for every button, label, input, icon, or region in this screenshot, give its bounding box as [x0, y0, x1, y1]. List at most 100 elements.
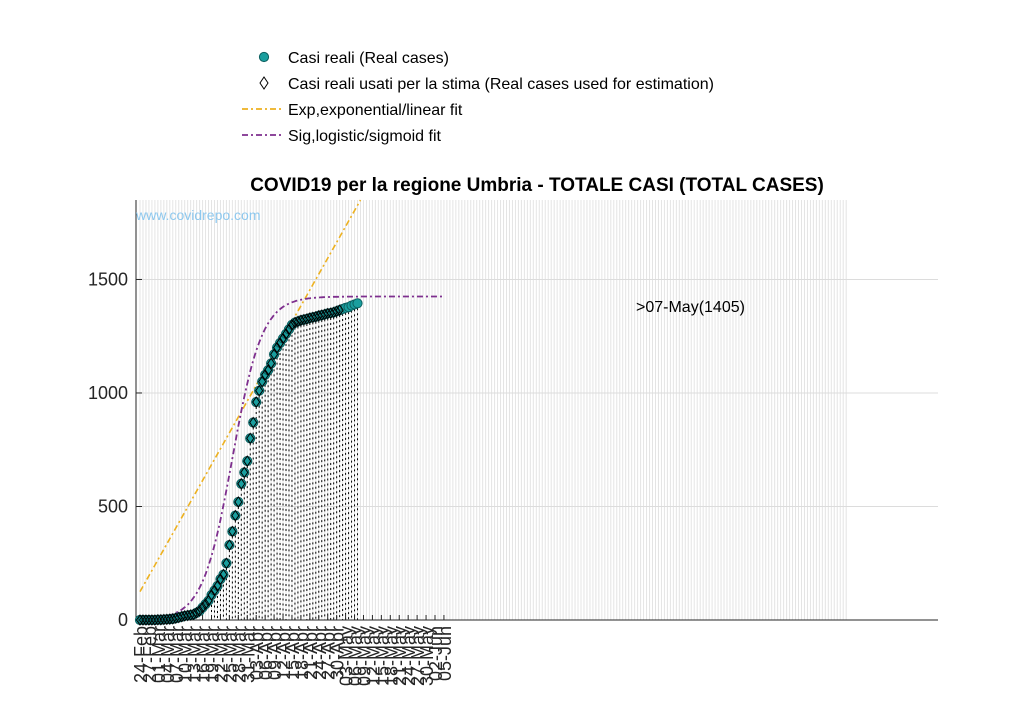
- x-tick-label: 18-May: [381, 626, 401, 686]
- estimation-point: [222, 557, 231, 570]
- x-tick-label: 15-Apr: [283, 626, 303, 680]
- exp-fit-line: [139, 199, 362, 593]
- x-tick-label: 09-May: [354, 626, 374, 686]
- estimation-point: [138, 614, 148, 626]
- estimation-point: [201, 598, 210, 610]
- x-tick-label: 13-Mar: [185, 626, 205, 683]
- x-tick-label: 07-Mar: [167, 626, 187, 683]
- estimation-point: [243, 455, 252, 467]
- estimation-point: [147, 614, 157, 626]
- y-tick-label: 1000: [88, 383, 128, 403]
- points-layer: [134, 298, 363, 626]
- x-tick-label: 24-Apr: [310, 626, 330, 680]
- x-tick-label: 22-Mar: [211, 626, 231, 683]
- estimation-point: [144, 614, 154, 626]
- estimation-point: [219, 568, 228, 581]
- x-tick-label: 24-May: [399, 626, 419, 686]
- legend-marker-estimation: [259, 76, 269, 90]
- grid-layer: [136, 200, 938, 621]
- estimation-point: [189, 608, 198, 621]
- estimation-point: [231, 509, 240, 522]
- estimation-point: [192, 606, 201, 619]
- sigmoid-fit-line: [140, 295, 444, 621]
- x-tick-label: 03-May: [337, 626, 357, 686]
- estimation-point: [150, 614, 160, 626]
- y-tick-label: 500: [98, 496, 128, 516]
- estimation-point: [213, 580, 222, 592]
- x-tick-label: 31-Mar: [238, 626, 258, 683]
- legend-label: Casi reali (Real cases): [288, 50, 449, 67]
- estimation-point: [281, 328, 291, 340]
- estimation-point: [153, 613, 162, 626]
- legend: Casi reali (Real cases) Casi reali usati …: [242, 50, 714, 145]
- estimation-point: [228, 525, 237, 538]
- estimation-point: [287, 318, 297, 331]
- x-tick-label: 24-Feb: [131, 626, 151, 683]
- real-case-point: [352, 298, 363, 309]
- estimation-point: [258, 375, 267, 388]
- estimation-point: [207, 589, 216, 601]
- estimation-point: [275, 337, 285, 349]
- x-tick-label: 10-Mar: [176, 626, 196, 683]
- fit-lines-layer: [139, 199, 444, 621]
- estimation-point: [246, 432, 255, 445]
- estimation-point: [162, 613, 171, 626]
- estimation-point: [332, 305, 341, 318]
- legend-label: Exp,exponential/linear fit: [288, 102, 463, 119]
- x-tick-label: 16-Mar: [194, 626, 214, 683]
- estimation-point: [180, 610, 189, 622]
- x-tick-label: 05-Jun: [435, 626, 455, 681]
- x-tick-label: 21-Apr: [301, 626, 321, 680]
- x-tick-label: 04-Mar: [158, 626, 178, 683]
- estimation-point: [165, 613, 174, 625]
- x-tick-label: 01-Mar: [149, 626, 169, 683]
- x-tick-label: 12-May: [363, 626, 383, 686]
- y-tick-label: 0: [118, 610, 128, 630]
- tick-labels-layer: 0 500 1000 1500 24-Feb27-Feb01-Mar04-Mar07-M…: [88, 269, 455, 686]
- estimation-point: [269, 348, 279, 361]
- x-tick-label: 09-Apr: [265, 626, 285, 680]
- estimation-point: [159, 613, 168, 626]
- estimation-point: [135, 614, 145, 626]
- x-tick-label: 18-Apr: [292, 626, 312, 680]
- x-tick-label: 21-May: [390, 626, 410, 686]
- estimation-point: [252, 396, 261, 408]
- x-tick-label: 03-Apr: [247, 626, 267, 680]
- x-tick-label: 27-Apr: [319, 626, 339, 680]
- estimation-point: [195, 605, 204, 617]
- estimation-point: [264, 364, 273, 377]
- x-tick-label: 27-May: [408, 626, 428, 686]
- x-tick-label: 06-May: [346, 626, 366, 686]
- x-tick-label: 27-Feb: [140, 626, 160, 683]
- estimation-point: [216, 573, 225, 586]
- x-tick-label: 15-May: [372, 626, 392, 686]
- estimation-point: [240, 466, 249, 479]
- estimation-point: [261, 368, 270, 381]
- x-tick-label: 28-Mar: [229, 626, 249, 683]
- estimation-point: [225, 539, 234, 551]
- estimation-point: [198, 601, 207, 614]
- estimation-point: [234, 496, 243, 508]
- estimation-point: [249, 416, 258, 429]
- x-tick-label: 06-Apr: [256, 626, 276, 680]
- estimation-point: [210, 584, 219, 597]
- x-tick-label: 30-May: [417, 626, 437, 686]
- watermark-text: www.covidrepo.com: [135, 207, 261, 223]
- legend-marker-real-cases: [258, 51, 270, 63]
- legend-label: Sig,logistic/sigmoid fit: [288, 128, 442, 145]
- estimation-point: [266, 357, 276, 370]
- x-tick-label: 25-Mar: [220, 626, 240, 683]
- estimation-point: [335, 304, 344, 316]
- estimation-point: [141, 614, 151, 626]
- x-tick-label: 19-Mar: [203, 626, 223, 683]
- estimation-point: [237, 477, 246, 490]
- estimation-point: [255, 384, 264, 397]
- estimation-point: [272, 341, 282, 354]
- chart-title: COVID19 per la regione Umbria - TOTALE C…: [250, 175, 824, 196]
- x-tick-label: 02-Jun: [426, 626, 446, 681]
- legend-label: Casi reali usati per la stima (Real case…: [288, 76, 714, 93]
- estimation-point: [278, 332, 288, 345]
- estimation-point: [156, 613, 165, 626]
- x-tick-label: 30-Apr: [328, 626, 348, 680]
